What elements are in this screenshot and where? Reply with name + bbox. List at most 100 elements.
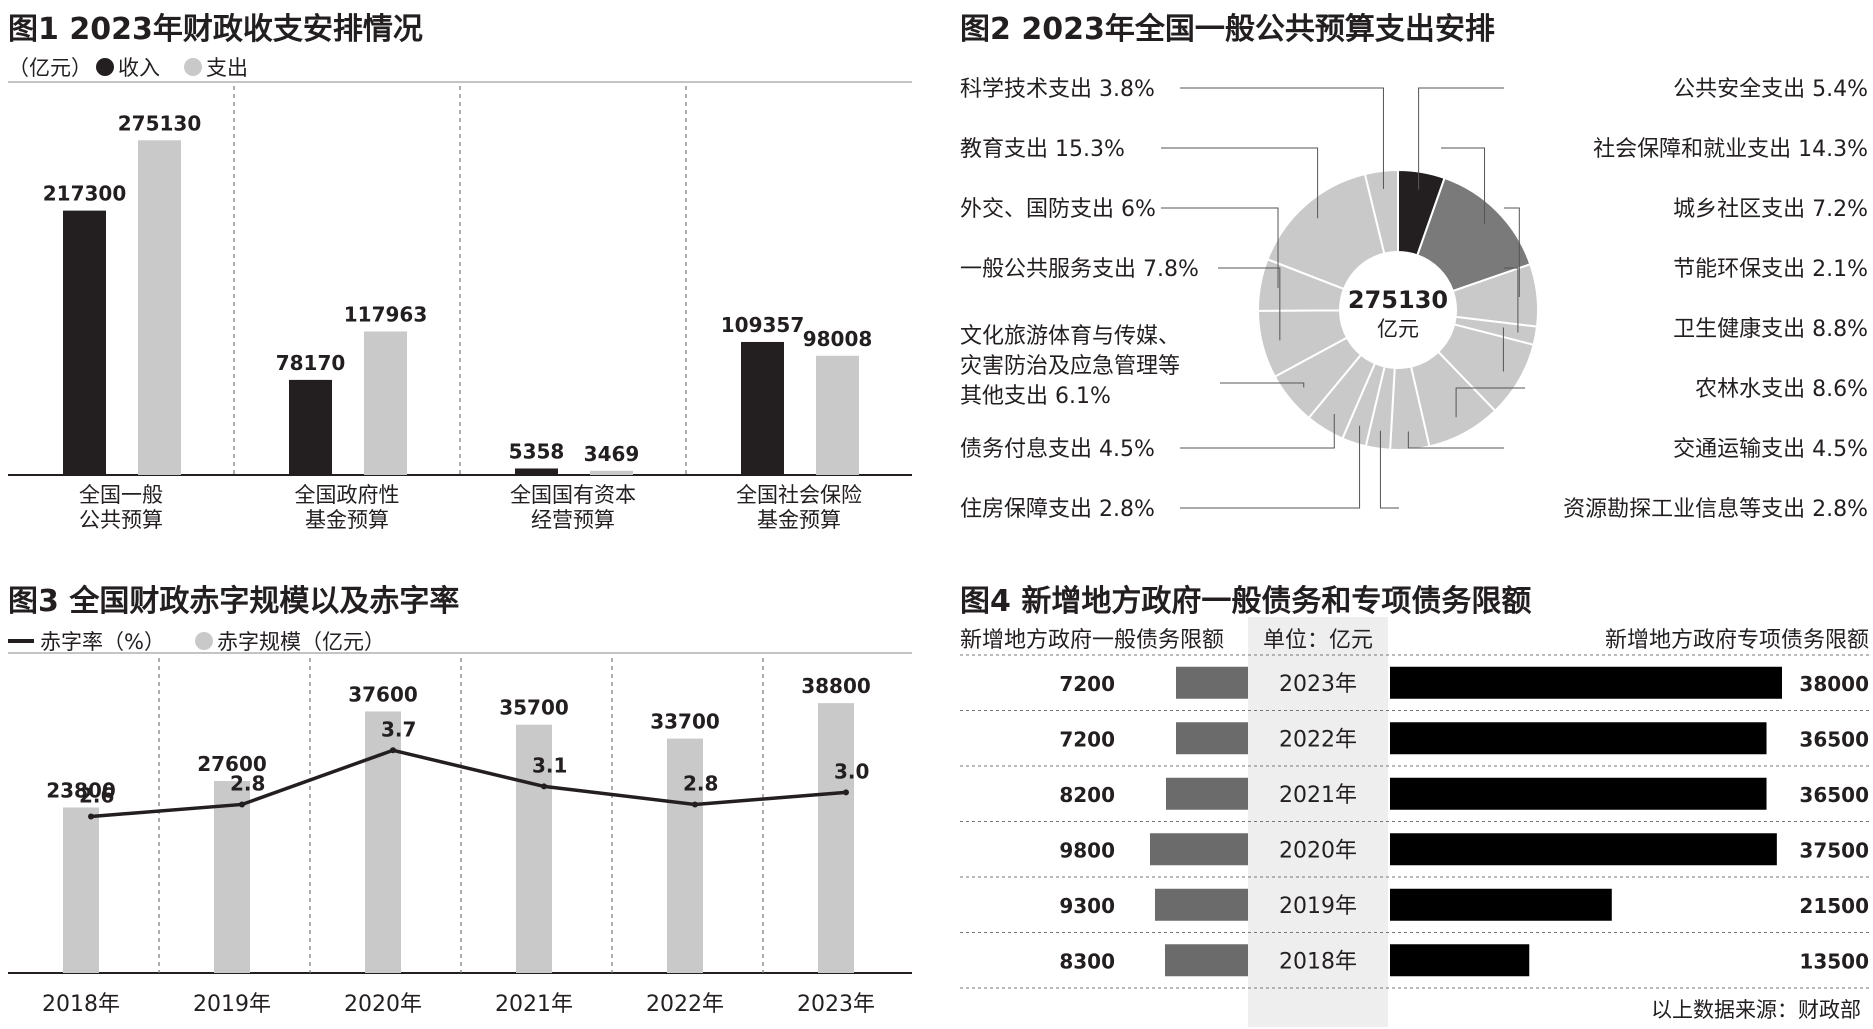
figure2-slice-label: 交通运输支出 4.5% (1673, 437, 1868, 462)
figure3-category-label: 2022年 (646, 992, 724, 1017)
figure2-donut-hole (1341, 253, 1455, 367)
figure3-rate-point (692, 801, 698, 808)
figure4-special-debt-bar (1390, 666, 1782, 699)
figure2-slice-label: 一般公共服务支出 7.8% (960, 257, 1199, 282)
figure3-category-label: 2019年 (193, 992, 271, 1017)
figure3-rate-label: 2.8 (230, 771, 265, 795)
figure2-slice-label: 农林水支出 8.6% (1695, 377, 1868, 402)
figure2-leader-line (1220, 382, 1305, 388)
legend-revenue-swatch (96, 58, 114, 76)
figure4-special-debt-value: 38000 (1799, 672, 1869, 696)
legend-expenditure-swatch (184, 58, 202, 76)
figure1-legend: （亿元） 收入 支出 (8, 52, 248, 82)
figure3-bar-value: 37600 (348, 682, 418, 706)
figure3-rate-label: 3.7 (381, 717, 416, 741)
figure4-general-debt-value: 9300 (1059, 894, 1115, 918)
figure4-general-debt-bar (1155, 888, 1248, 921)
figure4-year-label: 2023年 (1279, 672, 1357, 697)
figure4-special-debt-value: 21500 (1799, 894, 1869, 918)
figure2-slice-label: 社会保障和就业支出 14.3% (1593, 137, 1868, 162)
legend-deficit-rate-swatch (8, 639, 34, 643)
figure4-year-label: 2022年 (1279, 727, 1357, 752)
figure4-general-debt-value: 8200 (1059, 783, 1115, 807)
figure2-slice-label: 节能环保支出 2.1% (1673, 257, 1868, 282)
figure2-leader-line (1161, 147, 1319, 219)
figure4-general-debt-value: 7200 (1059, 672, 1115, 696)
figure4-general-debt-value: 7200 (1059, 727, 1115, 751)
figure4-special-debt-bar (1390, 833, 1777, 866)
figure2-leader-line (1504, 207, 1520, 297)
figure1-value-label: 217300 (43, 182, 127, 206)
figure3-rate-point (541, 783, 547, 790)
figure4-general-debt-bar (1176, 722, 1248, 755)
figure3-legend: 赤字率（%） 赤字规模（亿元） (8, 626, 385, 656)
figure2-slice-label: 文化旅游体育与传媒、 (960, 324, 1180, 349)
figure4-title: 图4 新增地方政府一般债务和专项债务限额 (960, 584, 1532, 619)
figure1-bar-revenue (289, 379, 332, 475)
figure2-slice-label: 债务付息支出 4.5% (960, 437, 1155, 462)
figure3-bar-deficit (516, 724, 552, 973)
figure3-bar-deficit (667, 738, 703, 973)
figure2-title: 图2 2023年全国一般公共预算支出安排 (960, 12, 1495, 47)
legend-deficit-size-label: 赤字规模（亿元） (216, 630, 385, 654)
figure3-rate-point (390, 747, 396, 754)
legend-revenue-label: 收入 (118, 56, 160, 80)
figure1-category-label: 基金预算 (757, 508, 841, 532)
figure4-general-debt-bar (1166, 777, 1248, 810)
figure4-special-debt-bar (1390, 722, 1767, 755)
figure2-leader-line (1180, 414, 1335, 449)
source-note: 以上数据来源：财政部 (1651, 998, 1861, 1022)
figure3-rate-line (90, 748, 847, 819)
figure4-special-debt-value: 36500 (1799, 783, 1869, 807)
figure4-general-debt-value: 8300 (1059, 949, 1115, 973)
figure3-bar-value: 38800 (801, 674, 871, 698)
figure2-leader-line (1504, 267, 1519, 333)
figure4-general-debt-bar (1176, 666, 1248, 699)
legend-expenditure-label: 支出 (206, 56, 248, 80)
figure1-unit-label: （亿元） (8, 56, 92, 80)
figure2-leader-line (1502, 327, 1504, 372)
figure2-slice-label: 卫生健康支出 8.8% (1673, 317, 1868, 342)
figure3-category-label: 2018年 (42, 992, 120, 1017)
figure2-slice-label: 城乡社区支出 7.2% (1673, 197, 1868, 222)
figure1-category-label: 全国政府性 (295, 483, 400, 507)
figure4-chart: 新增地方政府一般债务限额 单位：亿元 新增地方政府专项债务限额 7200 2023年 38… (960, 617, 1870, 1027)
figure3-bar-deficit (63, 807, 99, 973)
figure4-year-label: 2020年 (1279, 838, 1357, 863)
figure1-value-label: 5358 (509, 439, 565, 463)
figure3-rate-label: 2.8 (683, 771, 718, 795)
figure1-bar-expenditure (816, 355, 859, 475)
figure1-value-label: 78170 (276, 351, 346, 375)
figure4-general-debt-value: 9800 (1059, 838, 1115, 862)
figure1-value-label: 275130 (118, 111, 202, 135)
figure1-bar-revenue (515, 468, 558, 475)
figure2-leader-line (1455, 387, 1525, 418)
figure3-bar-deficit (214, 781, 250, 973)
figure3-rate-point (843, 789, 849, 796)
figure2-slice-label: 灾害防治及应急管理等 (960, 354, 1180, 379)
figure4-special-debt-value: 37500 (1799, 838, 1869, 862)
figure1-category-label: 基金预算 (305, 508, 389, 532)
figure3-category-label: 2021年 (495, 992, 573, 1017)
figure1-chart: 217300 275130 全国一般公共预算 78170 117963 全国政府性基金预算… (8, 81, 912, 532)
figure4-special-debt-bar (1390, 944, 1530, 977)
figure2-slice (1363, 168, 1399, 255)
figure2-leader-line (1161, 207, 1279, 288)
figure2-slice-label: 外交、国防支出 6% (960, 197, 1156, 222)
figure2-leader-line (1218, 267, 1281, 341)
figure1-category-label: 全国社会保险 (736, 483, 862, 507)
figure4-year-label: 2018年 (1279, 949, 1357, 974)
figure2-leader-line (1180, 87, 1384, 189)
figure3-bar-value: 33700 (650, 710, 720, 734)
figure2-leader-line (1441, 147, 1486, 225)
figure2-slice-label: 资源勘探工业信息等支出 2.8% (1563, 497, 1868, 522)
figure4-right-header: 新增地方政府专项债务限额 (1605, 628, 1869, 653)
figure4-special-debt-bar (1390, 777, 1767, 810)
figure1-bar-expenditure (364, 331, 407, 475)
figure3-rate-label: 2.6 (79, 784, 114, 808)
figure1-category-label: 经营预算 (531, 508, 615, 532)
figure1-value-label: 117963 (344, 302, 428, 326)
figure2-slice-label: 公共安全支出 5.4% (1673, 77, 1868, 102)
figure2-center-value: 275130 (1348, 286, 1448, 314)
figure3-bar-value: 27600 (197, 752, 267, 776)
